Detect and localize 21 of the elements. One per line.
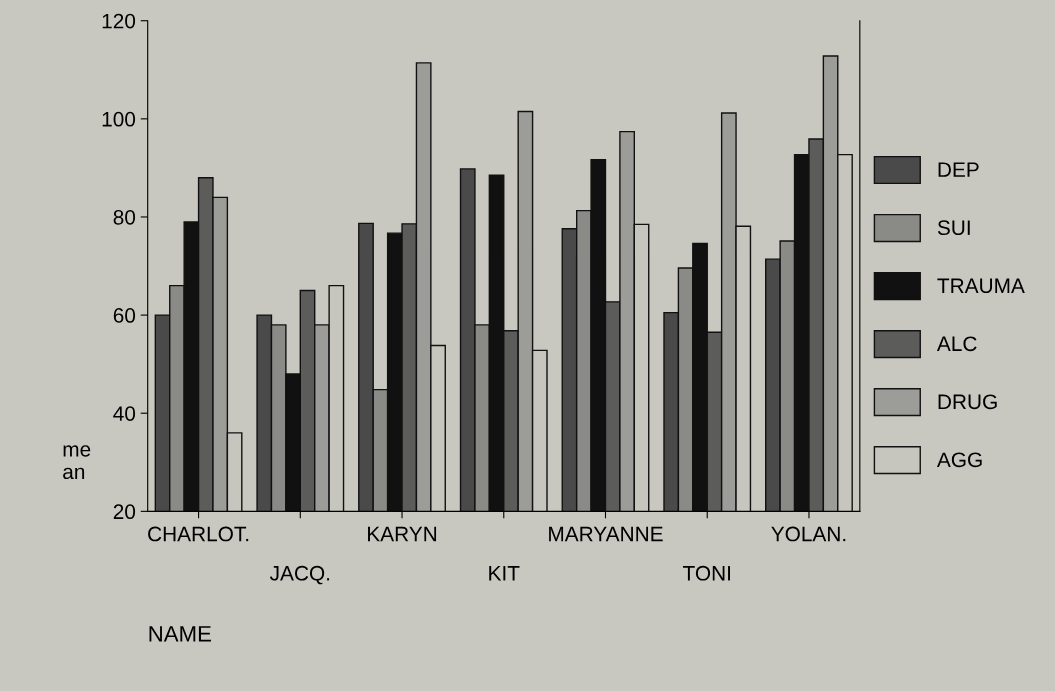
x-tick-label: TONI bbox=[683, 565, 731, 581]
legend-label: AGG bbox=[936, 452, 982, 468]
y-tick-label: 40 bbox=[113, 406, 136, 421]
y-tick-label: 60 bbox=[113, 308, 136, 323]
legend-label: TRAUMA bbox=[937, 278, 1025, 294]
legend-label: ALC bbox=[936, 336, 977, 352]
x-tick-label: CHARLOT. bbox=[148, 526, 249, 542]
y-tick-label: 120 bbox=[102, 13, 136, 29]
x-axis-title: NAME bbox=[149, 626, 211, 642]
y-axis-title: me an bbox=[63, 445, 91, 480]
y-tick-label: 80 bbox=[113, 209, 136, 225]
y-tick-label: 100 bbox=[102, 111, 136, 127]
x-tick-label: MARYANNE bbox=[549, 526, 663, 542]
y-tick-label: 20 bbox=[113, 504, 136, 520]
x-tick-label: JACQ. bbox=[269, 565, 330, 585]
x-tick-label: KARYN bbox=[368, 526, 437, 542]
x-tick-label: YOLAN. bbox=[771, 526, 846, 542]
legend-label: SUI bbox=[937, 220, 970, 236]
legend-label: DRUG bbox=[938, 394, 997, 410]
x-tick-label: KIT bbox=[489, 566, 520, 581]
legend-label: DEP bbox=[938, 162, 979, 177]
